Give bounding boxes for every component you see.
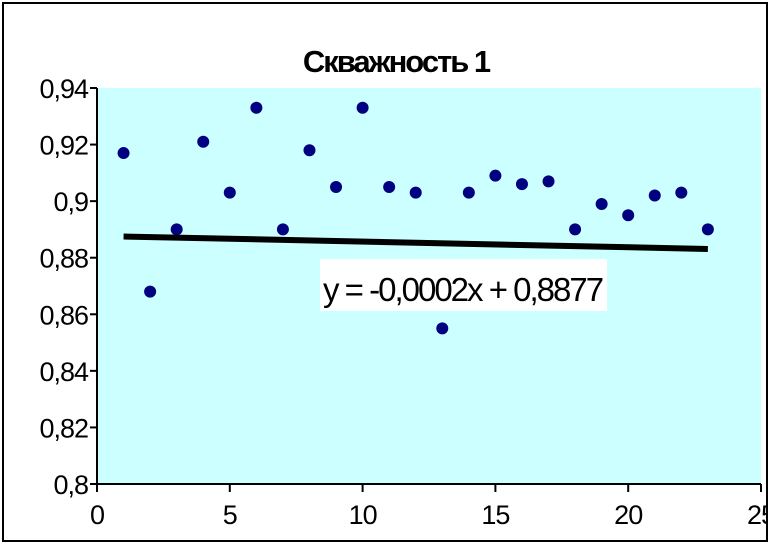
- data-point: [595, 197, 608, 210]
- data-point: [462, 186, 475, 199]
- x-tick-label: 25: [747, 500, 768, 530]
- trendline-equation: y = -0,0002x + 0,8877: [323, 271, 603, 308]
- y-tick-label: 0,9: [53, 187, 88, 217]
- y-tick-label: 0,92: [39, 131, 88, 161]
- x-tick-label: 0: [90, 500, 104, 530]
- data-point: [409, 186, 422, 199]
- x-tick-label: 20: [614, 500, 642, 530]
- chart-title: Скважность 1: [303, 44, 491, 79]
- x-tick-label: 15: [481, 500, 509, 530]
- y-tick-label: 0,84: [39, 357, 89, 387]
- x-tick-label: 10: [349, 500, 377, 530]
- data-point: [276, 223, 289, 236]
- data-point: [303, 144, 316, 157]
- y-tick-label: 0,82: [39, 413, 88, 443]
- data-point: [622, 209, 635, 222]
- data-point: [489, 169, 502, 182]
- data-point: [675, 186, 688, 199]
- data-point: [197, 135, 210, 148]
- data-point: [144, 285, 157, 298]
- data-point: [330, 181, 343, 193]
- y-tick-label: 0,94: [39, 74, 89, 104]
- axes: 0,8 0,82 0,84 0,86 0,88 0,9 0,92 0,94 0 5 10 15 20 25: [39, 74, 768, 530]
- y-tick-label: 0,8: [53, 470, 88, 500]
- data-point: [701, 223, 714, 236]
- data-point: [223, 186, 236, 199]
- trendline: [123, 233, 708, 252]
- trendline-group: y = -0,0002x + 0,8877: [123, 233, 708, 311]
- data-point: [436, 322, 449, 335]
- data-point: [170, 223, 183, 236]
- data-point: [117, 147, 130, 160]
- y-tick-label: 0,88: [39, 244, 88, 274]
- y-tick-label: 0,86: [39, 300, 88, 330]
- x-tick-label: 5: [223, 500, 237, 530]
- data-point: [515, 178, 528, 191]
- data-point: [542, 175, 555, 188]
- data-point: [569, 223, 582, 236]
- data-point: [648, 189, 661, 202]
- data-points: [117, 101, 714, 335]
- data-point: [383, 181, 396, 193]
- scatter-chart: 0,8 0,82 0,84 0,86 0,88 0,9 0,92 0,94 0 5 10 15 20 25…: [39, 44, 768, 530]
- data-point: [250, 101, 263, 114]
- trendline-equation-box: [320, 259, 608, 311]
- data-point: [356, 101, 369, 114]
